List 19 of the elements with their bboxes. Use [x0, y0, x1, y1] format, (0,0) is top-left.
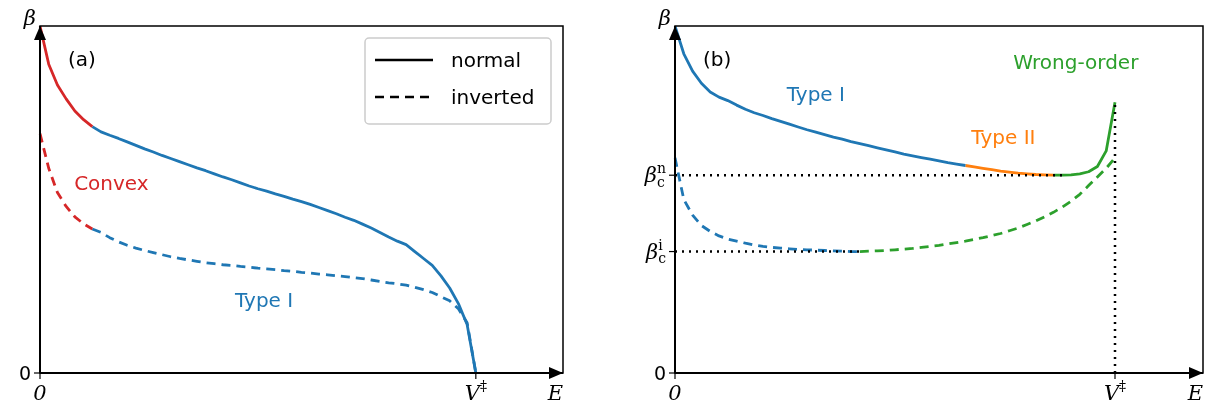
text: 0 [18, 362, 32, 384]
series-label: Type II [970, 125, 1036, 150]
x-axis-title: E [1186, 381, 1204, 405]
series-label: Type I [785, 82, 845, 107]
x-axis-title: E [546, 381, 564, 405]
x-tick-label: 0 [668, 381, 682, 405]
x-tick-label: V‡ [1103, 378, 1127, 405]
annotation: (b) [703, 47, 732, 71]
series-label: Wrong-order [1013, 49, 1140, 74]
x-tick-label: 0 [33, 381, 47, 405]
y-axis-title: β [22, 6, 36, 30]
text: 0 [653, 362, 667, 384]
x-tick-label: V‡ [464, 378, 487, 405]
legend-label: normal [451, 48, 522, 72]
series-label: Convex [74, 171, 149, 196]
series-label: Type I [233, 287, 294, 312]
annotation: (a) [68, 47, 96, 71]
y-axis-title: β [657, 6, 671, 30]
legend-label: inverted [451, 85, 535, 109]
